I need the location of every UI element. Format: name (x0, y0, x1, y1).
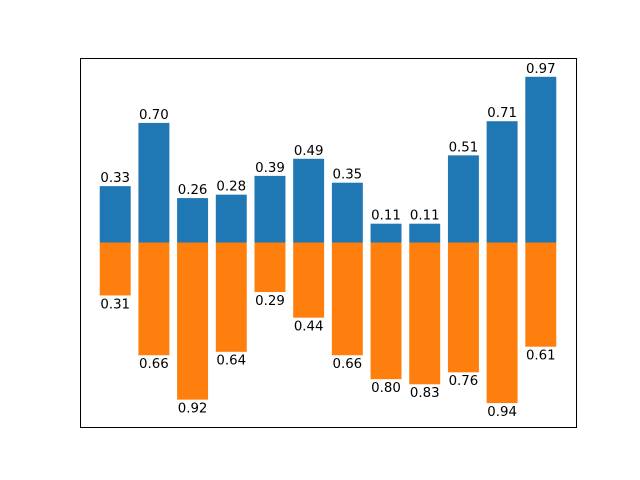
bar-label-series2-6: 0.66 (332, 357, 362, 372)
bar-series1-10 (486, 121, 518, 243)
bar-series1-7 (370, 223, 402, 243)
bar-series2-10 (486, 242, 518, 404)
bar-label-series2-5: 0.44 (294, 319, 324, 334)
bar-label-series2-4: 0.29 (255, 294, 285, 309)
bar-series2-4 (254, 242, 286, 293)
bar-series1-11 (525, 76, 557, 243)
bar-label-series1-8: 0.11 (410, 209, 440, 224)
bar-label-series2-3: 0.64 (216, 354, 246, 369)
bar-label-series2-7: 0.80 (371, 381, 401, 396)
bar-series2-5 (293, 242, 325, 318)
bar-label-series1-1: 0.70 (139, 108, 169, 123)
bar-series2-7 (370, 242, 402, 380)
bar-series2-1 (138, 242, 170, 356)
bar-label-series1-5: 0.49 (294, 144, 324, 159)
bar-series2-6 (331, 242, 363, 356)
bar-label-series1-6: 0.35 (332, 168, 362, 183)
bar-series2-9 (447, 242, 479, 373)
bar-series1-0 (99, 186, 131, 243)
bar-series1-1 (138, 122, 170, 243)
bar-label-series1-2: 0.26 (178, 183, 208, 198)
bar-series1-5 (293, 158, 325, 243)
bar-series1-6 (331, 182, 363, 243)
bar-series2-3 (215, 242, 247, 352)
bar-label-series1-9: 0.51 (449, 140, 479, 155)
bar-label-series2-11: 0.61 (526, 349, 556, 364)
bar-series2-11 (525, 242, 557, 347)
bar-label-series2-9: 0.76 (449, 374, 479, 389)
bar-label-series2-0: 0.31 (100, 297, 130, 312)
bar-label-series1-3: 0.28 (216, 180, 246, 195)
bar-series1-8 (409, 223, 441, 243)
bar-label-series1-10: 0.71 (487, 106, 517, 121)
plot-area-frame (80, 58, 577, 428)
bar-series1-2 (177, 198, 209, 243)
bars-layer (99, 76, 557, 404)
bar-series2-2 (177, 242, 209, 400)
bar-label-series2-10: 0.94 (487, 405, 517, 420)
bar-label-series1-0: 0.33 (100, 171, 130, 186)
bar-series1-9 (447, 155, 479, 243)
bar-label-series1-11: 0.97 (526, 62, 556, 77)
bar-series1-4 (254, 175, 286, 243)
bar-labels-layer: 0.33 0.70 0.26 0.28 0.39 0.49 0.35 0.11 0.11 0.51… (100, 62, 555, 420)
bar-label-series2-2: 0.92 (178, 401, 208, 416)
bar-series2-0 (99, 242, 131, 296)
bar-series2-8 (409, 242, 441, 385)
bar-label-series1-7: 0.11 (371, 209, 401, 224)
bar-label-series2-8: 0.83 (410, 386, 440, 401)
bar-label-series2-1: 0.66 (139, 357, 169, 372)
bar-label-series1-4: 0.39 (255, 161, 285, 176)
bar-series1-3 (215, 194, 247, 243)
